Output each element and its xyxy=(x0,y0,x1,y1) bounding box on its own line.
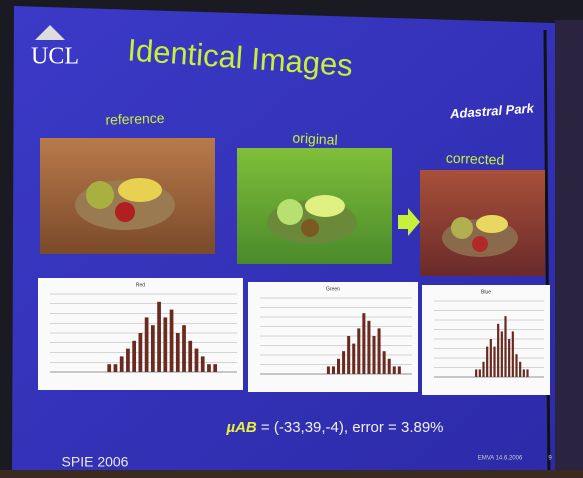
histogram-bar xyxy=(392,366,396,374)
dome xyxy=(35,25,65,40)
fruit xyxy=(305,195,345,217)
histogram-bar xyxy=(397,366,401,374)
histogram-panel xyxy=(248,282,418,392)
histogram-bar xyxy=(519,361,522,377)
histogram-bar xyxy=(352,343,356,374)
histogram-bar xyxy=(207,364,211,372)
original-image xyxy=(237,148,392,264)
formula-rest: = (-33,39,-4), error = 3.89% xyxy=(257,419,444,436)
histogram-bar xyxy=(387,358,391,374)
fruit xyxy=(118,178,162,202)
page-number: 9 xyxy=(548,456,552,462)
fruit xyxy=(86,181,114,209)
histogram-bar xyxy=(522,369,525,377)
histogram-bar xyxy=(526,369,529,377)
histogram-bar xyxy=(504,316,507,377)
histogram-bar xyxy=(493,346,496,377)
histogram-bar xyxy=(515,354,518,377)
image-label: corrected xyxy=(446,150,505,168)
histogram-bar xyxy=(478,369,481,377)
reference-image xyxy=(40,138,215,254)
histogram-bar xyxy=(213,364,218,372)
histogram-bar xyxy=(144,317,149,372)
histogram-bar xyxy=(511,331,514,377)
histogram-title: Blue xyxy=(481,289,491,295)
histogram-bar xyxy=(362,313,366,374)
image-label: original xyxy=(292,130,338,148)
histogram-bar xyxy=(357,328,361,374)
histogram-bar xyxy=(138,333,143,372)
histogram-bar xyxy=(367,320,371,374)
histogram-bar xyxy=(489,339,492,377)
histogram-bar xyxy=(194,348,199,372)
histogram-bar xyxy=(157,301,161,372)
histogram-bar xyxy=(182,325,186,372)
image-label: reference xyxy=(105,110,165,128)
histogram-bar xyxy=(497,323,500,377)
fruit xyxy=(115,202,135,222)
histogram-bar xyxy=(169,309,174,372)
histogram-title: Red xyxy=(136,282,145,288)
histogram-bar xyxy=(126,348,130,372)
fruit xyxy=(451,217,473,239)
histogram-bar xyxy=(200,356,205,372)
histogram-bar xyxy=(500,331,503,377)
ucl-logo: UCL xyxy=(31,25,79,70)
histogram-bar xyxy=(382,351,386,374)
formula: µAB = (-33,39,-4), error = 3.89% xyxy=(225,419,443,436)
histogram-title: Green xyxy=(326,286,340,292)
histogram-bar xyxy=(113,364,118,372)
histogram-bar xyxy=(132,340,137,372)
histogram-bar xyxy=(482,361,485,377)
histogram-bar xyxy=(347,336,351,374)
histogram-bar xyxy=(372,336,376,374)
histogram-bar xyxy=(337,358,341,374)
histogram-bar xyxy=(188,340,193,372)
histogram-bar xyxy=(326,366,330,374)
arrow xyxy=(398,208,420,236)
histogram-bar xyxy=(163,317,168,372)
histogram-bar xyxy=(508,339,511,377)
fruit xyxy=(277,199,303,225)
footer-left: SPIE 2006 xyxy=(62,454,129,470)
footer-right: EMVA 14.6.2006 xyxy=(478,456,523,462)
fruit xyxy=(476,215,508,233)
formula-symbol: µAB xyxy=(225,419,256,436)
screen-edge xyxy=(555,20,583,478)
fruit xyxy=(301,219,319,237)
histogram-bar xyxy=(119,356,124,372)
histogram-bar xyxy=(486,346,489,377)
floor xyxy=(0,470,583,478)
histogram-bar xyxy=(331,366,335,374)
histogram-bar xyxy=(342,351,346,374)
histogram-bar xyxy=(377,328,381,374)
histogram-bar xyxy=(150,325,155,372)
histogram-bar xyxy=(175,333,180,372)
corrected-image xyxy=(420,170,545,276)
logo: UCL xyxy=(31,44,79,70)
partner: Adastral Park xyxy=(449,100,535,121)
histogram-bar xyxy=(475,369,478,377)
fruit xyxy=(472,236,488,252)
histogram-panel xyxy=(422,285,550,395)
histogram-bar xyxy=(107,364,112,372)
screen-line xyxy=(543,29,551,478)
